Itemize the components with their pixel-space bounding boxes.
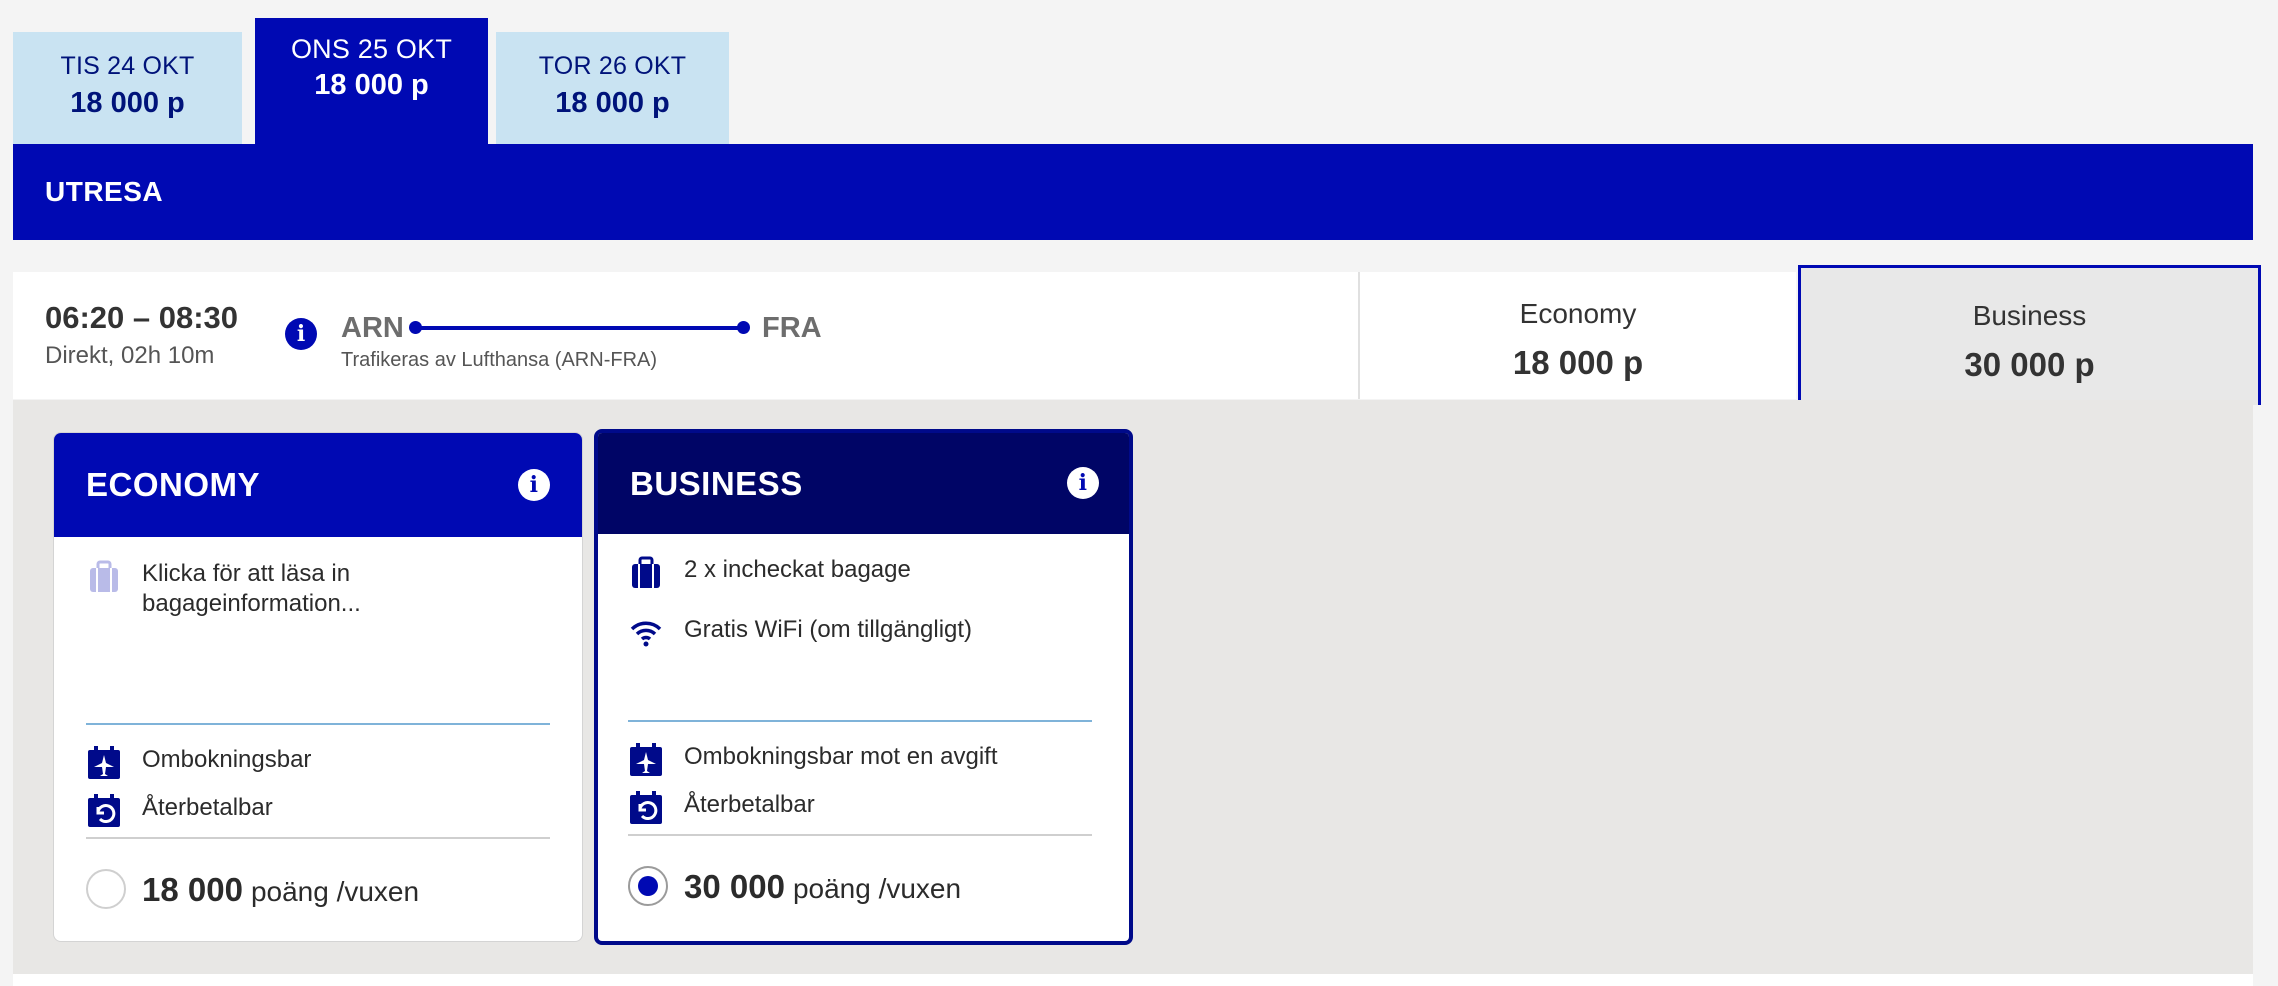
fare-name: Economy	[1519, 298, 1637, 329]
next-flight-row-edge	[13, 974, 2253, 986]
divider	[628, 834, 1092, 836]
fare-option-economy[interactable]: Economy 18 000 p	[1358, 272, 1796, 399]
wifi-icon	[630, 621, 662, 647]
feature-text: 2 x incheckat bagage	[684, 556, 911, 583]
date-tab-tue-24-oct[interactable]: TIS 24 OKT 18 000 p	[13, 32, 242, 144]
feature-text: Klicka för att läsa in bagageinformation…	[142, 560, 361, 617]
departure-airport: ARN	[341, 312, 404, 344]
points-unit: poäng /vuxen	[250, 876, 420, 907]
fare-points: 18 000 poäng /vuxen	[142, 871, 419, 909]
feature-refundable: Återbetalbar	[628, 790, 815, 826]
calendar-refund-icon	[88, 794, 120, 827]
fare-price: 18 000 p	[1512, 344, 1644, 381]
feature-baggage[interactable]: Klicka för att läsa in bagageinformation…	[86, 559, 392, 619]
fare-card-header: BUSINESS i	[598, 433, 1129, 534]
divider	[86, 837, 550, 839]
date-tab-price: 18 000 p	[70, 87, 185, 119]
route-line	[415, 326, 743, 330]
calendar-plane-icon	[630, 743, 662, 776]
feature-text: Ombokningsbar mot en avgift	[684, 743, 998, 770]
fare-card-economy[interactable]: ECONOMY i Klicka för att läsa in bagagei…	[53, 432, 583, 942]
feature-rebookable: Ombokningsbar mot en avgift	[628, 742, 998, 778]
points-value: 18 000	[142, 871, 243, 908]
points-value: 30 000	[684, 868, 785, 905]
fare-name: Business	[1972, 300, 2087, 331]
flight-duration: Direkt, 02h 10m	[45, 342, 215, 369]
date-tab-price: 18 000 p	[555, 87, 670, 119]
date-tab-date: TIS 24 OKT	[60, 52, 195, 80]
feature-refundable: Återbetalbar	[86, 793, 273, 829]
fare-price: 30 000 p	[1964, 346, 2095, 383]
points-unit: poäng /vuxen	[792, 873, 962, 904]
fare-card-business[interactable]: BUSINESS i 2 x incheckat bagage	[594, 429, 1133, 945]
feature-baggage: 2 x incheckat bagage	[628, 555, 911, 591]
feature-text: Ombokningsbar	[142, 746, 312, 773]
route-end-dot	[737, 321, 750, 334]
calendar-plane-icon	[88, 746, 120, 779]
baggage-icon	[632, 556, 660, 588]
feature-text: Återbetalbar	[684, 791, 815, 818]
info-icon[interactable]: i	[1067, 467, 1099, 499]
date-tab-wed-25-oct[interactable]: ONS 25 OKT 18 000 p	[255, 18, 488, 144]
feature-wifi: Gratis WiFi (om tillgängligt)	[628, 615, 972, 651]
flight-time: 06:20 – 08:30	[45, 300, 239, 335]
date-tab-thu-26-oct[interactable]: TOR 26 OKT 18 000 p	[496, 32, 729, 144]
fare-option-business[interactable]: Business 30 000 p	[1798, 265, 2261, 405]
feature-text: Gratis WiFi (om tillgängligt)	[684, 616, 973, 643]
date-tab-date: TOR 26 OKT	[538, 52, 687, 80]
date-tab-date: ONS 25 OKT	[290, 34, 453, 64]
divider	[628, 720, 1092, 722]
feature-rebookable: Ombokningsbar	[86, 733, 311, 781]
divider	[86, 723, 550, 725]
fare-card-header: ECONOMY i	[54, 433, 582, 537]
arrival-airport: FRA	[762, 312, 822, 344]
date-tab-price: 18 000 p	[314, 69, 429, 101]
fare-radio-economy[interactable]	[86, 869, 126, 909]
info-icon[interactable]: i	[285, 318, 317, 350]
fare-details-panel: ECONOMY i Klicka för att läsa in bagagei…	[13, 400, 2253, 974]
fare-radio-business[interactable]	[628, 866, 668, 906]
operated-by: Trafikeras av Lufthansa (ARN-FRA)	[341, 349, 658, 371]
info-icon[interactable]: i	[518, 469, 550, 501]
feature-text: Återbetalbar	[142, 794, 273, 821]
fare-card-title: ECONOMY	[86, 466, 261, 503]
baggage-icon	[90, 560, 118, 592]
fare-points: 30 000 poäng /vuxen	[684, 868, 961, 906]
calendar-refund-icon	[630, 791, 662, 824]
flight-row[interactable]: 06:20 – 08:30 Direkt, 02h 10m i ARN FRA …	[13, 272, 1358, 399]
section-header-outbound: UTRESA	[13, 144, 2253, 240]
fare-card-title: BUSINESS	[630, 465, 803, 502]
